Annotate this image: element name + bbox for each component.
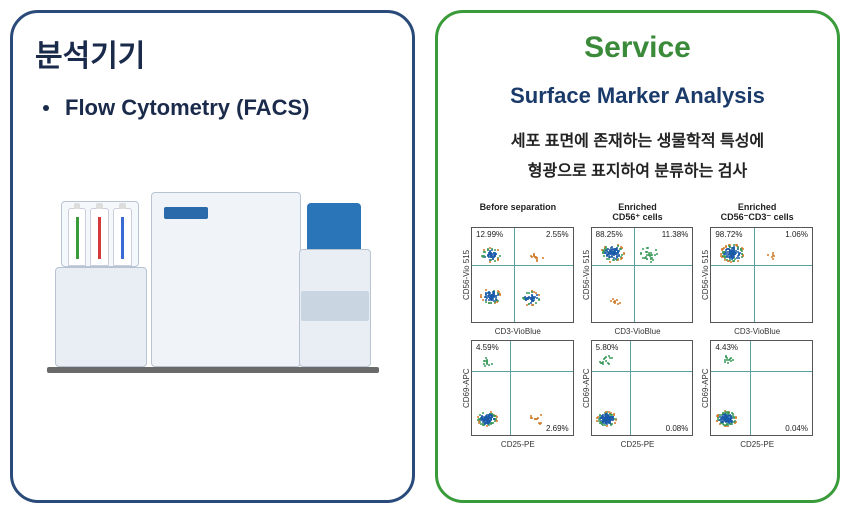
plot-x-label: CD25-PE	[701, 440, 813, 449]
plot-y-label: CD69-APC	[701, 340, 710, 436]
instrument-loader-top	[307, 203, 361, 249]
desc-line-1: 세포 표면에 존재하는 생물학적 특성에	[460, 127, 815, 157]
plot-y-label: CD69-APC	[462, 340, 471, 436]
plot-area: 88.25%11.38%	[591, 227, 694, 323]
instrument-illustration	[43, 151, 383, 381]
bottle-2	[90, 208, 109, 266]
scatter-plot: CD69-APC4.59%2.69%	[462, 340, 574, 436]
instrument-left-module	[55, 267, 147, 367]
instrument-main-module	[151, 192, 301, 367]
scatter-plot: CD69-APC4.43%0.04%	[701, 340, 813, 436]
service-panel: Service Surface Marker Analysis 세포 표면에 존…	[435, 10, 840, 503]
plot-x-label: CD25-PE	[462, 440, 574, 449]
instrument-tray	[301, 291, 369, 321]
plot-column-header: EnrichedCD56⁻CD3⁻ cells	[701, 202, 813, 223]
equipment-bullet-text: Flow Cytometry (FACS)	[65, 95, 309, 121]
plot-area: 4.59%2.69%	[471, 340, 574, 436]
plot-x-label: CD3-VioBlue	[462, 327, 574, 336]
equipment-title: 분석기기	[35, 31, 390, 75]
bullet-icon	[43, 105, 49, 111]
service-description: 세포 표면에 존재하는 생물학적 특성에 형광으로 표지하여 분류하는 검사	[460, 127, 815, 188]
bottle-3	[113, 208, 132, 266]
plot-x-label: CD3-VioBlue	[701, 327, 813, 336]
bottle-1	[68, 208, 87, 266]
plot-y-label: CD56-Vio 515	[582, 227, 591, 323]
plot-area: 12.99%2.55%	[471, 227, 574, 323]
plot-column-header: Before separation	[462, 202, 574, 223]
service-title: Service	[460, 31, 815, 65]
equipment-bullet-row: Flow Cytometry (FACS)	[43, 95, 390, 121]
instrument-display	[164, 207, 208, 219]
plot-x-label: CD3-VioBlue	[582, 327, 694, 336]
plot-area: 98.72%1.06%	[710, 227, 813, 323]
plot-x-label: CD25-PE	[582, 440, 694, 449]
plot-area: 5.80%0.08%	[591, 340, 694, 436]
reagent-bottles	[61, 201, 139, 267]
plot-area: 4.43%0.04%	[710, 340, 813, 436]
desc-line-2: 형광으로 표지하여 분류하는 검사	[460, 157, 815, 187]
plot-y-label: CD56-Vio 515	[701, 227, 710, 323]
equipment-panel: 분석기기 Flow Cytometry (FACS)	[10, 10, 415, 503]
instrument-base	[47, 367, 379, 373]
scatter-plot-grid: Before separation EnrichedCD56⁺ cells Enri…	[460, 198, 815, 453]
scatter-plot: CD56-Vio 51588.25%11.38%	[582, 227, 694, 323]
scatter-plot: CD56-Vio 51512.99%2.55%	[462, 227, 574, 323]
plot-y-label: CD56-Vio 515	[462, 227, 471, 323]
scatter-plot: CD69-APC5.80%0.08%	[582, 340, 694, 436]
service-subtitle: Surface Marker Analysis	[460, 83, 815, 109]
plot-y-label: CD69-APC	[582, 340, 591, 436]
scatter-plot: CD56-Vio 51598.72%1.06%	[701, 227, 813, 323]
plot-column-header: EnrichedCD56⁺ cells	[582, 202, 694, 223]
